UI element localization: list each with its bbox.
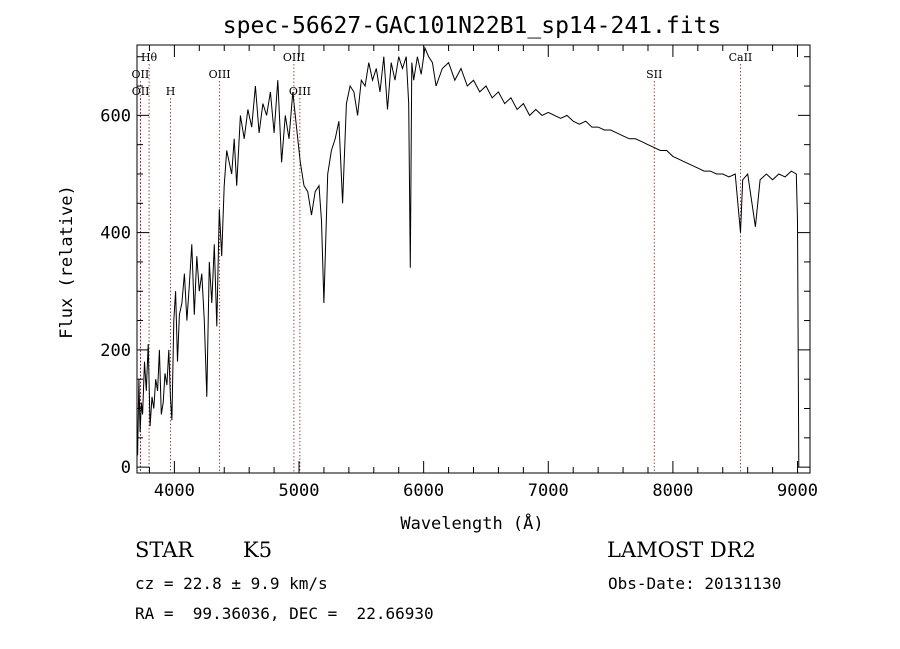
- x-axis: 4000 5000 6000 7000 8000 9000: [148, 45, 818, 501]
- redshift-cz: cz = 22.8 ± 9.9 km/s: [135, 574, 328, 593]
- x-tick-label-7000: 7000: [528, 481, 569, 501]
- marker-label-caii-8: CaII: [729, 51, 753, 64]
- marker-label-oii-1: OII: [132, 68, 150, 81]
- object-subclass: K5: [243, 538, 273, 562]
- y-axis: 0 200 400 600: [100, 56, 810, 478]
- spectrum-line: [137, 46, 800, 468]
- object-class: STAR: [135, 538, 194, 562]
- marker-label-sii-7: SII: [646, 68, 662, 81]
- x-tick-label-9000: 9000: [777, 481, 818, 501]
- chart-title: spec-56627-GAC101N22B1_sp14-241.fits: [223, 13, 722, 39]
- survey-name: LAMOST DR2: [607, 538, 756, 562]
- x-tick-label-4000: 4000: [154, 481, 195, 501]
- coordinates: RA = 99.36036, DEC = 22.66930: [135, 604, 434, 623]
- line-markers: Hθ OII OII H OIII OIII OIII SII CaII: [132, 51, 753, 473]
- plot-frame: [136, 44, 811, 474]
- y-tick-label-200: 200: [100, 341, 131, 361]
- marker-label-h-3: H: [166, 85, 176, 98]
- marker-label-oiii-5: OIII: [283, 51, 305, 64]
- y-tick-label-0: 0: [121, 458, 131, 478]
- marker-label-oiii-6: OIII: [289, 85, 311, 98]
- y-tick-label-400: 400: [100, 224, 131, 244]
- x-tick-label-6000: 6000: [403, 481, 444, 501]
- x-tick-label-5000: 5000: [279, 481, 320, 501]
- marker-label-oiii-4: OIII: [209, 68, 231, 81]
- observation-date: Obs-Date: 20131130: [608, 574, 782, 593]
- marker-label-hθ-0: Hθ: [141, 51, 158, 64]
- plot-area: [137, 46, 800, 468]
- marker-label-oii-2: OII: [132, 85, 150, 98]
- y-tick-label-600: 600: [100, 106, 131, 126]
- x-axis-title: Wavelength (Å): [400, 512, 543, 534]
- y-axis-title: Flux (relative): [57, 185, 77, 339]
- x-tick-label-8000: 8000: [652, 481, 693, 501]
